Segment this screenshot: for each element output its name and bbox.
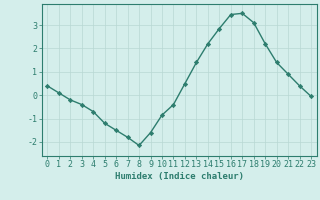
X-axis label: Humidex (Indice chaleur): Humidex (Indice chaleur) (115, 172, 244, 181)
